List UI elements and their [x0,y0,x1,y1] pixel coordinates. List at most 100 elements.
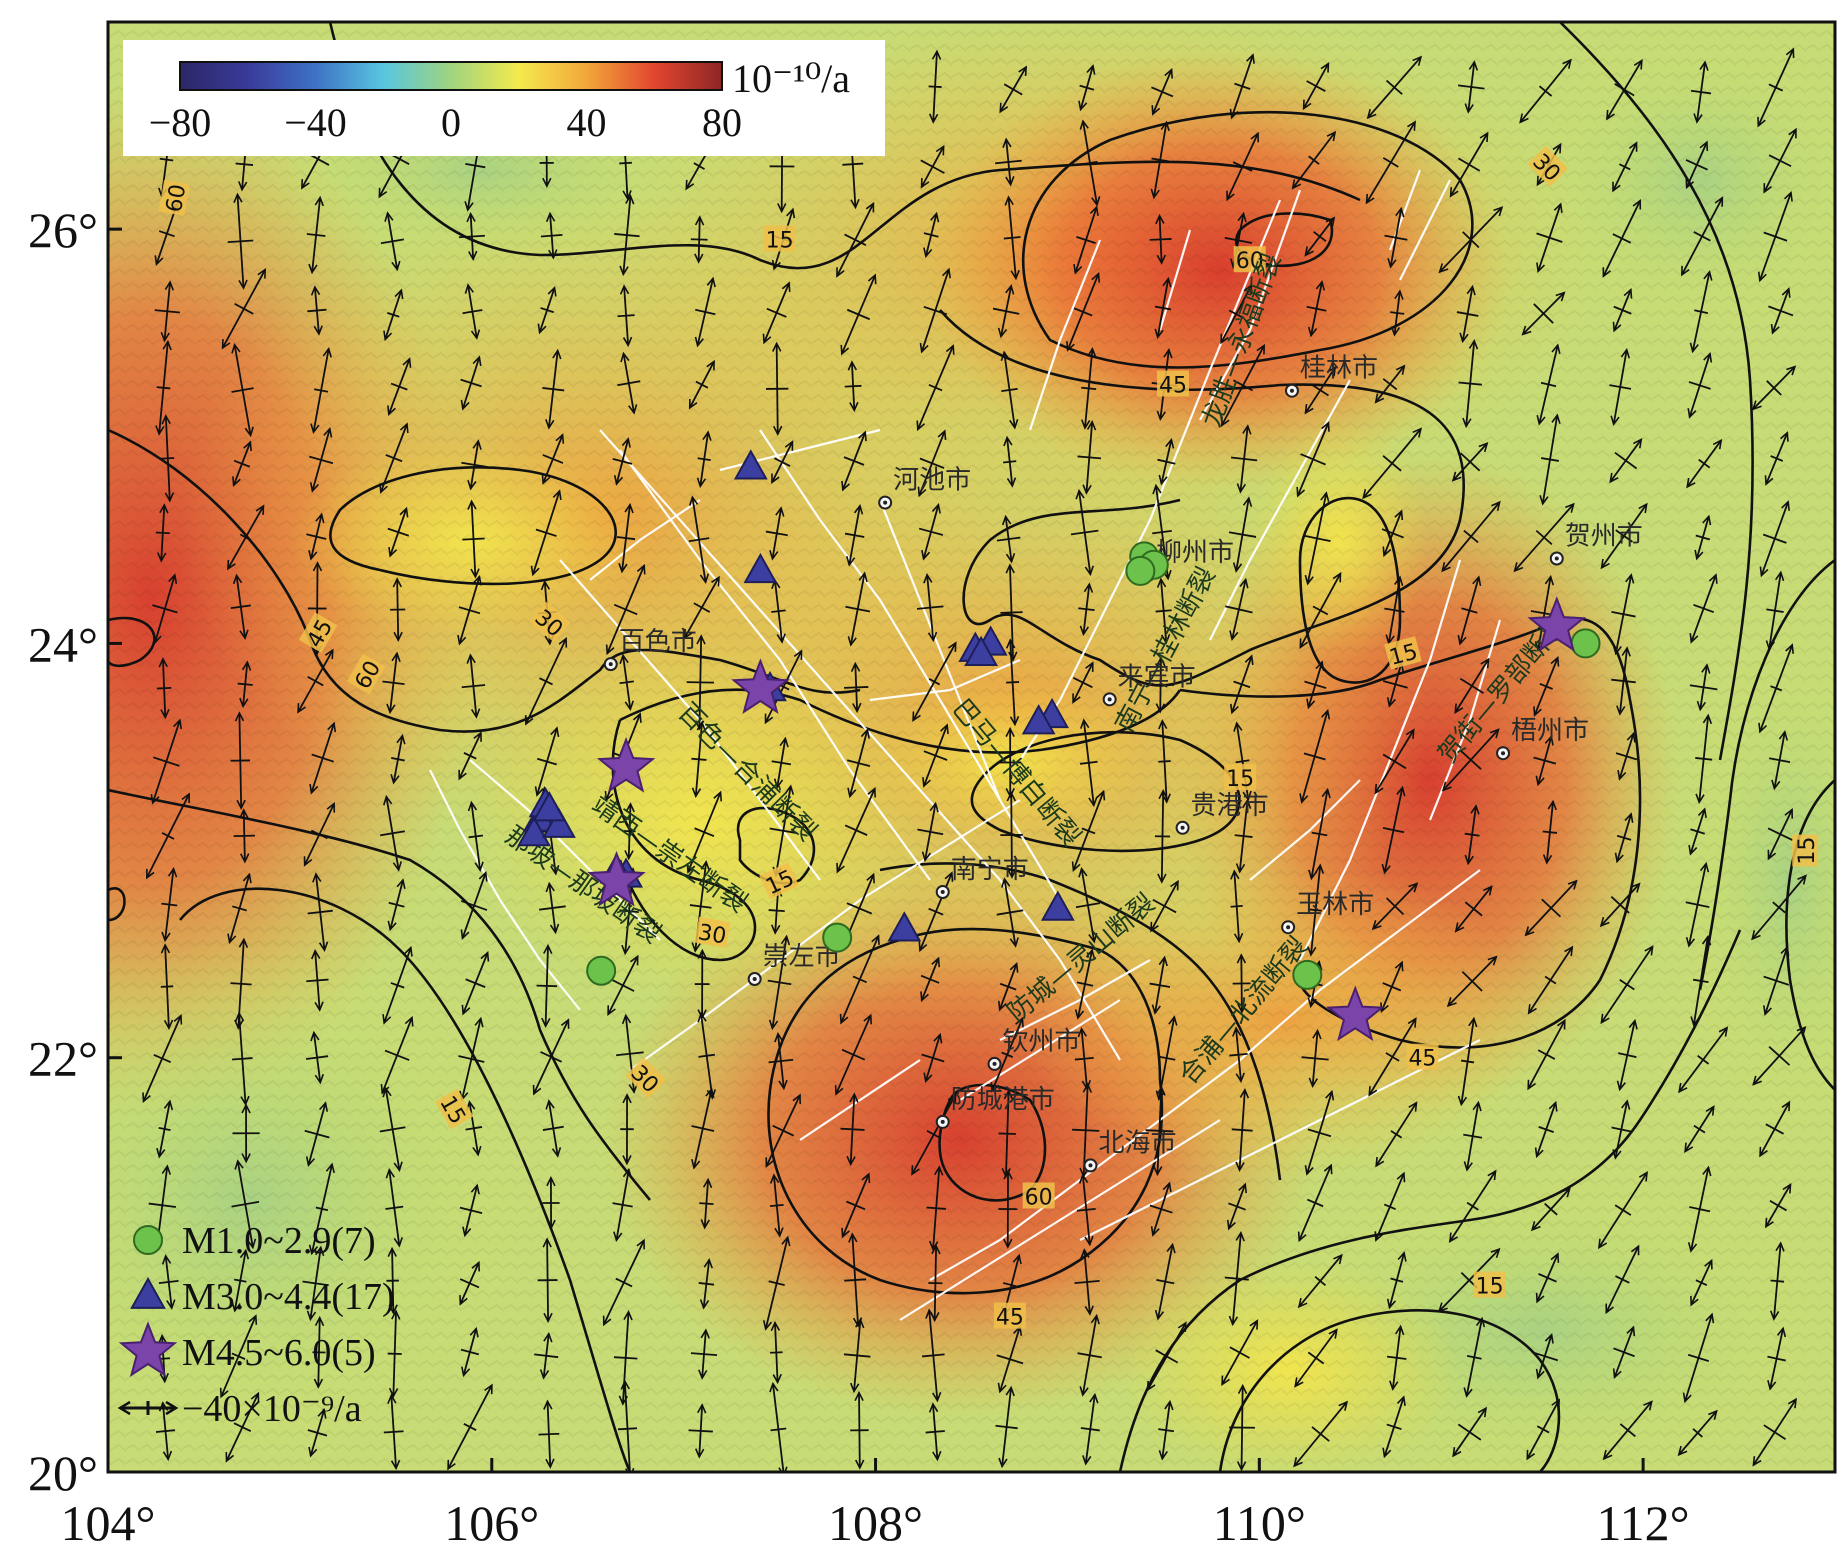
strain-cross [920,144,945,189]
strain-cross [614,194,640,277]
strain-cross [459,1183,483,1238]
strain-cross [390,733,406,785]
strain-cross [1303,491,1331,586]
strain-cross [840,273,877,356]
legend-symbol-triangle [130,1276,166,1309]
earthquake-large [731,658,790,714]
strain-cross [1306,280,1327,338]
contour-line [328,22,1361,270]
strain-cross [1075,866,1101,944]
strain-cross [1234,798,1253,874]
contour-line [1698,558,1835,991]
strain-cross [995,137,1022,187]
strain-cross [305,1030,329,1085]
strain-cross [310,347,332,434]
strain-cross [771,440,794,485]
legend: M1.0~2.9(7) M3.0~4.4(17) M4.5~6.0(5) −40×10… [117,1220,395,1430]
strain-field [108,22,1835,1472]
strain-cross [1438,206,1504,274]
strain-cross [607,954,639,1016]
strain-cross [302,1245,329,1322]
strain-crosses [142,39,1807,1472]
strain-cross [771,736,792,789]
earthquake-large [596,736,656,793]
colorbar-tick-label: −40 [284,100,347,145]
fault-line [999,959,1151,1041]
strain-cross [925,1402,945,1462]
strain-cross [1457,575,1482,646]
earthquake-medium [887,911,922,942]
strain-cross [1220,343,1266,427]
earthquake-large [587,850,646,907]
strain-cross [1678,1026,1729,1094]
strain-cross [1535,1252,1560,1304]
strain-cross [312,1315,326,1389]
strain-cross [1681,196,1724,277]
strain-cross [845,571,871,647]
strain-cross [1386,1251,1407,1310]
strain-cross [1684,1105,1715,1154]
strain-cross [306,195,326,275]
strain-cross [686,790,723,874]
strain-cross [161,866,178,943]
strain-cross [387,357,412,417]
strain-cross [154,280,180,343]
strain-cross [911,1093,957,1176]
strain-cross [1302,62,1330,111]
strain-cross [227,192,254,290]
strain-cross [1304,365,1337,415]
legend-symbol-circle [133,1225,163,1255]
city-name: 梧州市 [1511,716,1589,746]
strain-cross [1536,343,1561,426]
contour-line [879,862,1282,1181]
strain-cross [694,948,710,1020]
strain-cross [612,1167,633,1242]
strain-cross [844,360,862,413]
strain-cross [457,574,482,646]
strain-cross [1441,500,1501,573]
strain-cross [1226,1182,1248,1231]
city-name: 北海市 [1098,1128,1176,1158]
strain-cross [1229,53,1255,120]
strain-cross [1224,1231,1249,1327]
colorbar-tick-label: −80 [149,100,212,145]
contour-label: 15 [1792,834,1820,867]
earthquake-small [1292,959,1323,990]
strain-cross [1294,1328,1338,1388]
strain-cross [1688,807,1707,856]
strain-cross [1154,276,1172,340]
strain-cross [537,285,557,335]
strain-cross [536,943,558,1028]
strain-cross [1609,438,1643,484]
strain-cross [696,430,712,488]
strain-cross [1689,663,1718,712]
strain-cross [767,934,792,1031]
strain-cross [762,281,791,345]
strain-cross [1225,577,1253,642]
contour-line [939,309,1466,687]
strain-cross [1682,1312,1715,1404]
strain-cross [1452,1406,1488,1458]
contour-line [1559,22,1754,761]
strain-cross [1154,1242,1176,1321]
strain-cross [1000,791,1023,879]
contour-line [1785,779,1835,1091]
strain-cross [1070,488,1099,577]
strain-cross [690,215,708,264]
strain-cross [999,65,1028,114]
strain-cross [1759,500,1790,578]
strain-cross [1605,1244,1640,1315]
contour-label: 15 [1473,1271,1506,1300]
strain-cross [998,1089,1017,1179]
strain-cross [1615,731,1638,781]
strain-cross [1291,130,1337,190]
strain-cross [1600,945,1654,1025]
strain-cross [237,660,253,709]
fault-line [869,658,1021,702]
strain-cross [1463,1100,1483,1172]
strain-cross [307,285,327,336]
strain-cross [1074,948,1096,1020]
strain-cross [308,1162,335,1256]
strain-cross [1536,202,1563,274]
strain-cross [231,1248,250,1313]
